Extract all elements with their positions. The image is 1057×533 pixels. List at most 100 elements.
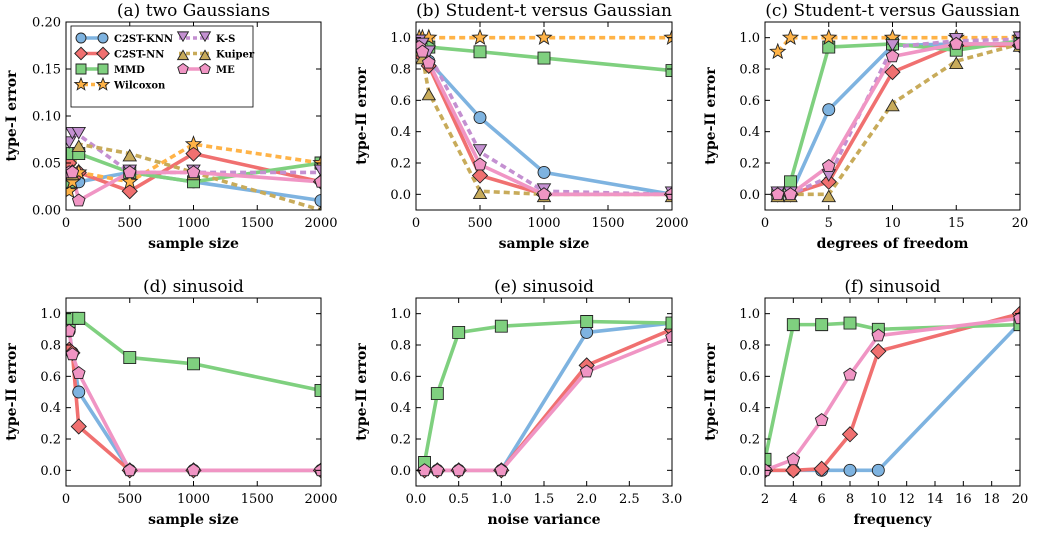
x-tick-label: 500 xyxy=(468,216,493,231)
data-point-me xyxy=(871,328,886,342)
data-point-c2st-nn xyxy=(121,183,138,200)
subplot-4: (d) sinusoid 0 500 1000 1500 2000 0.0 0.2 0.4 0.6… xyxy=(4,277,338,528)
y-tick-label: 0.2 xyxy=(739,433,760,448)
x-tick-label: 14 xyxy=(927,492,944,507)
y-tick-label: 1.0 xyxy=(40,307,61,322)
data-point-c2st-nn xyxy=(785,462,802,479)
data-point-k-s xyxy=(313,164,321,178)
data-point-k-s xyxy=(71,126,87,140)
data-point-c2st-nn xyxy=(70,418,87,435)
data-point-mmd xyxy=(187,357,200,371)
x-axis-label: sample size xyxy=(148,236,239,252)
y-tick-label: 0.2 xyxy=(390,157,411,172)
x-tick-label: 10 xyxy=(884,216,901,231)
y-tick-label: 0.4 xyxy=(739,125,760,140)
series-line-c2st-nn xyxy=(777,43,1020,197)
data-point-wilcoxon xyxy=(121,172,139,190)
y-tick-label: 0.4 xyxy=(390,125,411,140)
data-point-wilcoxon xyxy=(769,42,787,60)
legend-marker-me xyxy=(199,62,211,74)
x-tick-label: 1000 xyxy=(177,492,210,507)
series-line-me xyxy=(777,42,1020,197)
x-tick-label: 2.0 xyxy=(576,492,597,507)
data-point-me xyxy=(949,36,964,50)
legend-marker-wilcoxon xyxy=(73,76,89,91)
subplot-3: (c) Student-t versus Gaussian 0 5 10 15 20 0.0… xyxy=(703,1,1028,252)
x-tick-label: 500 xyxy=(117,492,142,507)
data-point-wilcoxon xyxy=(820,28,838,46)
y-tick-label: 0.6 xyxy=(40,370,61,385)
data-point-kuiper xyxy=(821,189,837,203)
data-point-kuiper xyxy=(948,56,964,69)
data-point-c2st-nn xyxy=(884,63,901,81)
data-point-c2st-knn xyxy=(473,111,487,125)
y-axis-label: type-II error xyxy=(354,67,370,165)
series-line-me xyxy=(424,335,672,473)
data-point-me xyxy=(537,187,551,201)
data-point-me xyxy=(186,463,201,477)
x-tick-label: 5 xyxy=(825,216,833,231)
x-axis-label: noise variance xyxy=(487,512,600,528)
subplot-1: (a) two Gaussians 0 500 1000 1500 2000 0.00 0.0… xyxy=(4,1,338,252)
y-axis-label: type-I error xyxy=(4,70,20,162)
data-point-kuiper xyxy=(122,148,138,162)
data-point-me xyxy=(66,165,80,179)
plot-area xyxy=(769,28,1020,203)
legend-marker-c2st-knn xyxy=(97,32,109,44)
subplot-title: (e) sinusoid xyxy=(494,277,594,297)
data-point-mmd xyxy=(665,64,672,78)
legend-marker-mmd xyxy=(97,63,109,75)
data-point-me xyxy=(885,49,900,63)
legend-label-wilcoxon: Wilcoxon xyxy=(113,80,166,91)
x-tick-label: 0 xyxy=(62,492,70,507)
subplot-2: (b) Student-t versus Gaussian 0 500 1000 150… xyxy=(354,1,689,252)
x-tick-label: 18 xyxy=(983,492,1000,507)
x-tick-label: 10 xyxy=(870,492,887,507)
data-point-kuiper xyxy=(318,205,321,210)
x-tick-label: 1000 xyxy=(527,216,560,231)
data-point-mmd xyxy=(765,452,772,466)
subplot-title: (b) Student-t versus Gaussian xyxy=(416,1,672,21)
series-line-mmd xyxy=(765,321,1020,460)
x-tick-label: 1.0 xyxy=(491,492,512,507)
y-tick-label: 0.20 xyxy=(32,16,61,31)
legend: C2ST-KNN C2ST-NN MMD Wilcoxon K-S Kuiper ME xyxy=(70,25,255,108)
data-point-me xyxy=(314,463,321,477)
legend-marker-kuiper xyxy=(198,49,212,61)
legend-marker-k-s xyxy=(176,31,190,43)
data-point-me xyxy=(821,158,836,172)
legend-marker-mmd xyxy=(75,63,87,75)
data-point-me xyxy=(122,463,137,477)
legend-marker-c2st-nn xyxy=(96,46,110,61)
y-tick-label: 0.0 xyxy=(739,464,760,479)
x-tick-label: 0.5 xyxy=(448,492,469,507)
x-tick-label: 8 xyxy=(846,492,854,507)
axes-frame xyxy=(65,297,322,487)
x-axis-label: sample size xyxy=(148,512,239,528)
x-tick-label: 1500 xyxy=(241,216,274,231)
legend-label-k-s: K-S xyxy=(216,34,235,45)
legend-marker-c2st-knn xyxy=(75,32,87,44)
y-tick-label: 0.8 xyxy=(739,339,760,354)
x-axis-label: degrees of freedom xyxy=(817,236,969,252)
x-tick-label: 15 xyxy=(948,216,965,231)
x-tick-label: 2000 xyxy=(304,216,337,231)
y-tick-label: 0.6 xyxy=(739,94,760,109)
x-tick-label: 20 xyxy=(1012,492,1029,507)
y-tick-label: 0.8 xyxy=(390,63,411,78)
data-point-me xyxy=(765,463,772,477)
legend-marker-kuiper xyxy=(176,49,190,61)
x-axis-label: sample size xyxy=(499,236,590,252)
y-tick-label: 0.8 xyxy=(390,339,411,354)
y-axis-label: type-II error xyxy=(354,343,370,441)
x-tick-label: 500 xyxy=(117,216,142,231)
y-tick-label: 0.2 xyxy=(390,433,411,448)
y-tick-label: 0.05 xyxy=(32,157,61,172)
series-line-c2st-knn xyxy=(777,42,1020,197)
data-point-me xyxy=(71,193,86,207)
data-point-me xyxy=(71,366,86,379)
legend-label-me: ME xyxy=(216,65,235,76)
data-point-c2st-knn xyxy=(822,103,836,117)
x-tick-label: 0 xyxy=(62,216,70,231)
